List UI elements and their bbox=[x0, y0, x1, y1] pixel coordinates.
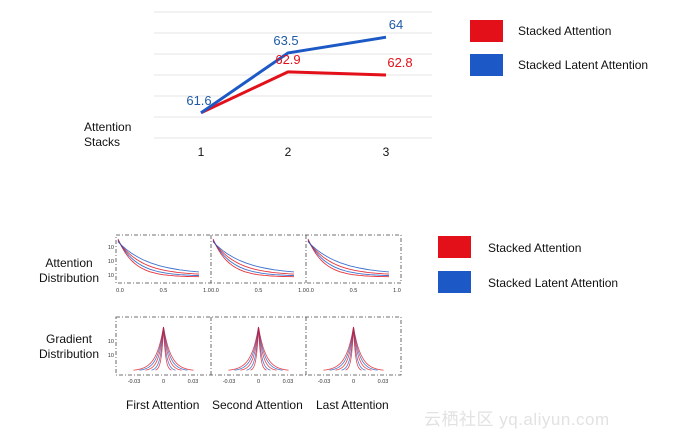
series-line bbox=[200, 35, 387, 115]
attention-curve bbox=[117, 240, 200, 275]
x-tick-label: 0.0 bbox=[211, 288, 219, 294]
x-tick-label: 0.5 bbox=[160, 288, 168, 294]
panel-frame bbox=[115, 316, 402, 376]
legend-label: Stacked Attention bbox=[518, 24, 612, 38]
legend-swatch-red bbox=[438, 236, 471, 258]
row-label-attention: Attention Distribution bbox=[30, 256, 108, 286]
chart-series bbox=[200, 35, 387, 115]
data-label: 61.6 bbox=[186, 93, 211, 108]
panel-frame bbox=[115, 234, 402, 284]
y-axis-label: Attention Stacks bbox=[84, 120, 131, 150]
y-axis-label-line: Stacks bbox=[84, 135, 121, 149]
column-label: Second Attention bbox=[212, 398, 303, 412]
row-label-line: Distribution bbox=[38, 271, 100, 285]
data-label: 62.9 bbox=[275, 52, 300, 67]
attention-curve bbox=[212, 240, 295, 275]
x-tick-label: 2 bbox=[285, 145, 292, 159]
row-label-line: Gradient bbox=[45, 332, 93, 346]
legend-swatch-blue bbox=[438, 271, 471, 293]
line-chart: 62.9 62.8 61.6 63.5 64 1 2 3 bbox=[154, 11, 432, 159]
x-tick-label: 1.0 bbox=[393, 288, 401, 294]
legend-bottom: Stacked Attention Stacked Latent Attenti… bbox=[438, 234, 668, 298]
y-tick-label: 10 bbox=[108, 273, 114, 279]
data-label: 64 bbox=[389, 17, 403, 32]
chart-gridlines bbox=[154, 11, 432, 139]
y-axis-label-line: Attention bbox=[84, 120, 132, 134]
y-tick-label: 10 bbox=[108, 259, 114, 265]
y-tick-label: 10 bbox=[108, 245, 114, 251]
chart-data-labels: 62.9 62.8 61.6 63.5 64 bbox=[186, 17, 412, 108]
gradient-curve bbox=[250, 326, 267, 371]
x-axis-ticks: 1 2 3 bbox=[198, 145, 390, 159]
x-tick-label: 0.0 bbox=[116, 288, 124, 294]
y-tick-label: 10 bbox=[108, 339, 114, 345]
attention-curve bbox=[307, 239, 390, 277]
x-tick-label: 0 bbox=[162, 379, 165, 385]
x-tick-label: 1 bbox=[198, 145, 205, 159]
legend-swatch-red bbox=[470, 20, 503, 42]
x-tick-label: 1.0 bbox=[298, 288, 306, 294]
x-tick-label: 0.0 bbox=[306, 288, 314, 294]
x-tick-label: -0.03 bbox=[128, 379, 141, 385]
data-label: 62.8 bbox=[387, 55, 412, 70]
legend-label: Stacked Attention bbox=[488, 241, 582, 255]
attention-curve bbox=[117, 241, 200, 273]
legend-top: Stacked Attention Stacked Latent Attenti… bbox=[470, 18, 670, 82]
attention-curve bbox=[117, 238, 199, 278]
legend-label: Stacked Latent Attention bbox=[488, 276, 619, 290]
attention-curve bbox=[307, 240, 390, 275]
gradient-curve bbox=[345, 326, 362, 371]
x-tick-label: 0.03 bbox=[283, 379, 294, 385]
attention-curve bbox=[212, 241, 295, 273]
x-tick-label: 0 bbox=[257, 379, 260, 385]
attention-curve bbox=[117, 239, 200, 277]
watermark: 云栖社区 yq.aliyun.com bbox=[424, 410, 610, 429]
x-tick-label: 0.5 bbox=[350, 288, 358, 294]
x-tick-label: 0.5 bbox=[255, 288, 263, 294]
attention-curve bbox=[307, 238, 389, 278]
x-tick-label: 3 bbox=[383, 145, 390, 159]
series-line bbox=[200, 70, 387, 115]
x-tick-label: 0.03 bbox=[378, 379, 389, 385]
legend-label: Stacked Latent Attention bbox=[518, 58, 649, 72]
x-tick-label: 0.03 bbox=[188, 379, 199, 385]
attention-curve bbox=[212, 238, 294, 278]
legend-swatch-blue bbox=[470, 54, 503, 76]
attention-curve bbox=[307, 241, 390, 273]
x-tick-label: -0.03 bbox=[223, 379, 236, 385]
x-tick-label: 0 bbox=[352, 379, 355, 385]
gradient-curve bbox=[155, 326, 172, 371]
x-tick-label: 1.0 bbox=[203, 288, 211, 294]
column-label: Last Attention bbox=[316, 398, 389, 412]
data-label: 63.5 bbox=[273, 33, 298, 48]
attention-curve bbox=[212, 239, 295, 277]
row-label-gradient: Gradient Distribution bbox=[30, 332, 108, 362]
column-label: First Attention bbox=[126, 398, 200, 412]
y-tick-label: 10 bbox=[108, 353, 114, 359]
row-label-line: Distribution bbox=[38, 347, 100, 361]
row-label-line: Attention bbox=[45, 256, 93, 270]
x-tick-label: -0.03 bbox=[318, 379, 331, 385]
